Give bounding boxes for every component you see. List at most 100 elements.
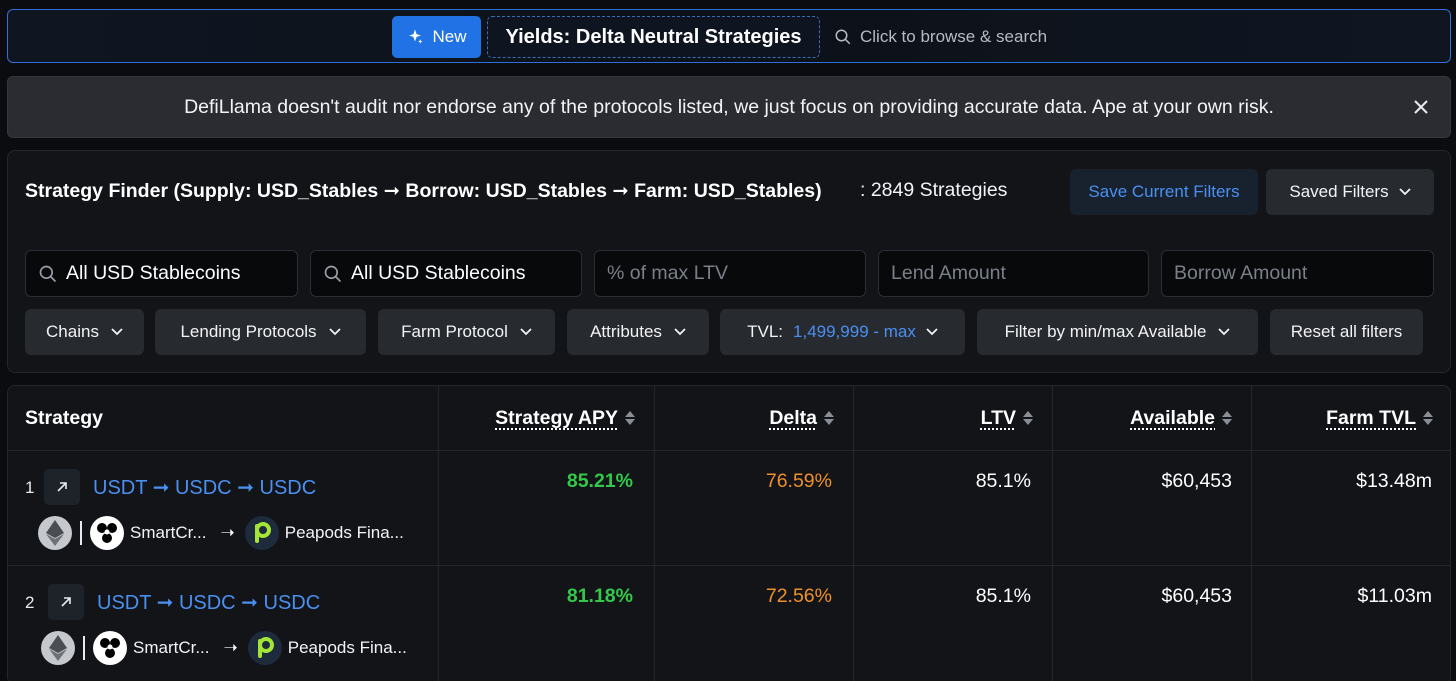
ltv-value: 85.1%: [975, 470, 1031, 492]
search-hint-text: Click to browse & search: [860, 27, 1048, 46]
divider: [80, 521, 82, 545]
strategy-count: : 2849 Strategies: [860, 179, 1008, 201]
column-header-ltv-label: LTV: [980, 406, 1016, 429]
column-divider: [1052, 386, 1053, 681]
page-title-text: Yields: Delta Neutral Strategies: [505, 25, 802, 48]
borrow-amount-input[interactable]: [1174, 262, 1433, 285]
open-strategy-button[interactable]: [44, 469, 80, 505]
search-icon: [835, 29, 851, 45]
column-header-apy-label: Strategy APY: [495, 406, 618, 429]
chains-filter[interactable]: Chains: [25, 309, 144, 355]
available-filter[interactable]: Filter by min/max Available: [977, 309, 1258, 355]
farm-protocol-filter[interactable]: Farm Protocol: [378, 309, 555, 355]
chains-filter-label: Chains: [46, 322, 99, 341]
protocol-path: SmartCr... ➝ Peapods Fina...: [38, 516, 404, 550]
lend-protocol-name: SmartCr...: [133, 638, 210, 657]
sort-icon: [824, 411, 834, 425]
strategy-route-link[interactable]: USDT ➞ USDC ➞ USDC: [93, 477, 317, 499]
peapods-icon: [244, 516, 279, 550]
strategy-finder-panel: Strategy Finder (Supply: USD_Stables ➞ B…: [7, 150, 1451, 373]
column-header-available[interactable]: Available: [1052, 386, 1232, 450]
delta-value: 76.59%: [765, 470, 832, 492]
column-divider: [654, 386, 655, 681]
protocol-path: SmartCr... ➝ Peapods Fina...: [41, 631, 407, 665]
saved-filters-dropdown[interactable]: Saved Filters: [1266, 169, 1434, 215]
borrow-token-value: All USD Stablecoins: [351, 262, 526, 284]
ethereum-icon: [38, 516, 72, 550]
ltv-input[interactable]: [607, 262, 865, 285]
strategies-table: Strategy Strategy APY Delta LTV Availabl…: [7, 385, 1451, 681]
browse-search-trigger[interactable]: Click to browse & search: [834, 16, 1047, 58]
farm-tvl-value: $13.48m: [1356, 470, 1432, 492]
tvl-filter[interactable]: TVL: 1,499,999 - max: [720, 309, 965, 355]
chevron-down-icon: [1398, 188, 1411, 196]
arrow-right-icon: ➝: [223, 638, 238, 657]
available-filter-label: Filter by min/max Available: [1004, 322, 1207, 341]
column-header-available-label: Available: [1130, 406, 1215, 429]
tvl-filter-value: 1,499,999 - max: [793, 322, 916, 341]
open-strategy-button[interactable]: [48, 584, 84, 620]
column-header-strategy-label: Strategy: [25, 406, 104, 429]
search-icon: [39, 265, 57, 282]
column-divider: [438, 386, 439, 681]
supply-token-value: All USD Stablecoins: [66, 262, 241, 284]
ethereum-icon: [41, 631, 75, 665]
ltv-value: 85.1%: [975, 585, 1031, 607]
borrow-amount-wrap: [1161, 250, 1434, 297]
new-button[interactable]: New: [392, 16, 481, 58]
finder-title: Strategy Finder (Supply: USD_Stables ➞ B…: [25, 180, 822, 202]
arrow-up-right-icon: [61, 597, 71, 607]
apy-value: 85.21%: [566, 470, 633, 492]
chevron-down-icon: [674, 328, 686, 336]
sort-icon: [1222, 411, 1232, 425]
column-header-farm-tvl-label: Farm TVL: [1326, 406, 1416, 429]
sort-icon: [1423, 411, 1433, 425]
tvl-filter-label: TVL:: [747, 322, 784, 341]
sparkle-icon: [409, 29, 423, 44]
search-icon: [324, 265, 342, 282]
close-icon: [1414, 100, 1428, 114]
peapods-icon: [247, 631, 282, 665]
divider: [83, 636, 85, 660]
chevron-down-icon: [328, 328, 341, 336]
available-value: $60,453: [1161, 585, 1233, 607]
saved-filters-label: Saved Filters: [1289, 182, 1389, 201]
column-header-apy[interactable]: Strategy APY: [438, 386, 635, 450]
arrow-right-icon: ➝: [220, 523, 235, 542]
column-header-delta[interactable]: Delta: [654, 386, 834, 450]
lend-amount-input[interactable]: [891, 262, 1148, 285]
page-title[interactable]: Yields: Delta Neutral Strategies: [487, 16, 820, 58]
row-divider: [8, 565, 1450, 566]
farm-protocol-name: Peapods Fina...: [284, 523, 404, 542]
column-divider: [1251, 386, 1252, 681]
row-index: 1: [25, 478, 35, 497]
lending-protocols-filter[interactable]: Lending Protocols: [155, 309, 366, 355]
disclaimer-text: DefiLlama doesn't audit nor endorse any …: [184, 95, 1274, 118]
row-index: 2: [25, 593, 35, 612]
smartcredit-icon: [90, 516, 124, 550]
apy-value: 81.18%: [566, 585, 633, 607]
available-value: $60,453: [1161, 470, 1233, 492]
arrow-up-right-icon: [57, 482, 67, 492]
supply-token-search[interactable]: All USD Stablecoins: [25, 250, 298, 297]
column-header-ltv[interactable]: LTV: [853, 386, 1033, 450]
new-button-label: New: [432, 27, 467, 46]
sort-icon: [625, 411, 635, 425]
borrow-token-search[interactable]: All USD Stablecoins: [310, 250, 582, 297]
delta-value: 72.56%: [765, 585, 832, 607]
column-divider: [853, 386, 854, 681]
chevron-down-icon: [926, 328, 938, 336]
disclaimer-banner: DefiLlama doesn't audit nor endorse any …: [7, 76, 1451, 138]
top-search-bar: New Yields: Delta Neutral Strategies Cli…: [7, 9, 1451, 63]
attributes-label: Attributes: [590, 322, 662, 341]
row-divider: [8, 450, 1450, 451]
reset-filters-button[interactable]: Reset all filters: [1270, 309, 1423, 355]
farm-protocol-name: Peapods Fina...: [287, 638, 407, 657]
save-filters-button[interactable]: Save Current Filters: [1070, 169, 1258, 215]
attributes-filter[interactable]: Attributes: [567, 309, 709, 355]
chevron-down-icon: [111, 328, 123, 336]
strategy-route-link[interactable]: USDT ➞ USDC ➞ USDC: [97, 592, 321, 614]
column-header-farm-tvl[interactable]: Farm TVL: [1251, 386, 1433, 450]
close-banner-button[interactable]: [1408, 94, 1434, 120]
ltv-input-wrap: [594, 250, 866, 297]
